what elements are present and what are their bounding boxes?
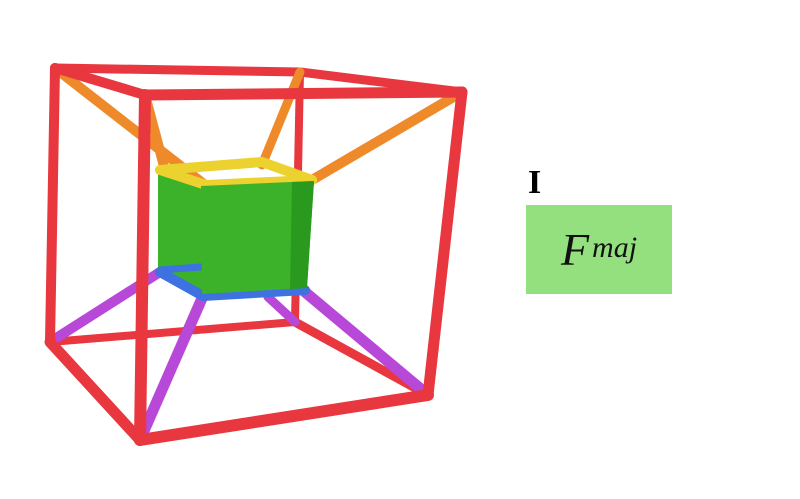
outer-edge [44, 336, 146, 446]
outer-edge [50, 63, 150, 100]
outer-edge [50, 63, 305, 77]
inner-top-edge [155, 157, 267, 175]
inner-bottom-edge [198, 285, 310, 301]
connector-lower [263, 292, 300, 327]
connector-lower [134, 290, 209, 446]
connector-lower [299, 286, 434, 401]
inner-front-face [201, 181, 314, 294]
inner-top-edge [155, 165, 211, 190]
outer-edge [134, 89, 151, 446]
outer-edge [134, 389, 434, 446]
inner-front-face-shade [290, 181, 314, 289]
roman-numeral-label: I [528, 164, 542, 201]
outer-edge [139, 86, 468, 101]
outer-edge [45, 63, 60, 347]
chord-quality: maj [592, 230, 638, 264]
tesseract-diagram [44, 63, 468, 446]
outer-edge [422, 86, 468, 401]
connector-upper [257, 67, 305, 170]
chord-box: F maj [526, 205, 672, 294]
inner-top-edge [201, 175, 317, 190]
chord-root: F [560, 223, 590, 275]
outer-edge [46, 318, 299, 346]
inner-bottom-edge [155, 267, 208, 301]
connector-upper [307, 87, 467, 185]
